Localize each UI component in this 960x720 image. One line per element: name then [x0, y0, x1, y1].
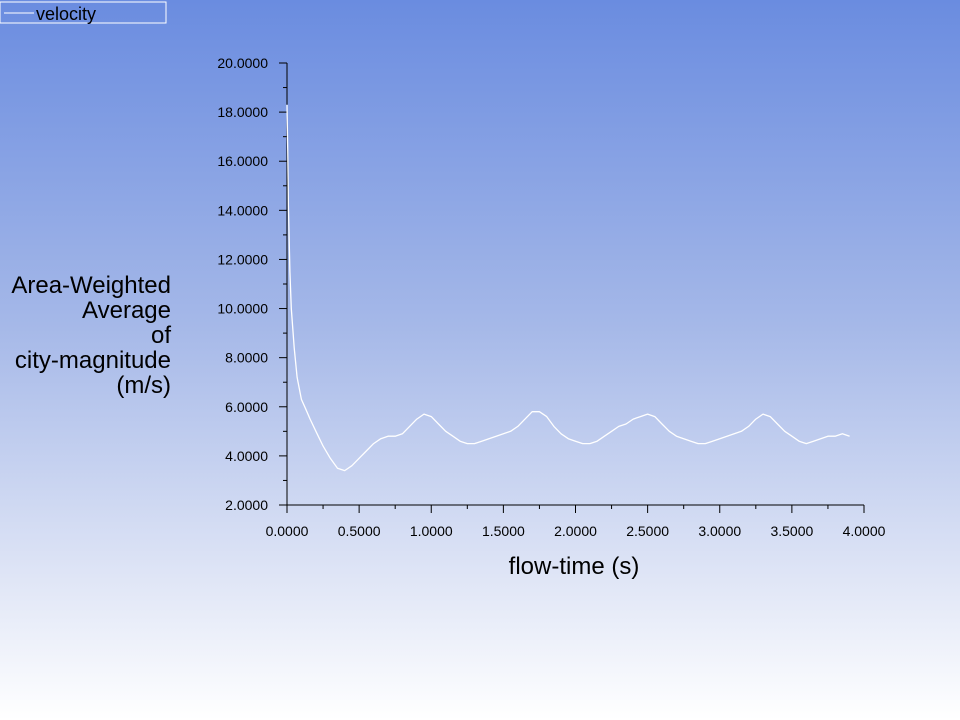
x-tick-label: 4.0000 [843, 523, 886, 539]
x-ticks: 0.0000 0.5000 1.0000 1.5000 2.0000 2.5000 3.00… [266, 505, 886, 539]
legend-box [0, 1, 167, 24]
x-tick-label: 3.0000 [698, 523, 741, 539]
y-ticks: 2.0000 4.0000 6.0000 8.0000 10.0000 12.0000 14… [217, 55, 287, 513]
y-axis-title-line: (m/s) [116, 372, 171, 399]
y-axis-title-line: Area-Weighted [11, 272, 171, 299]
x-tick-label: 0.5000 [338, 523, 381, 539]
x-tick-label: 2.0000 [554, 523, 597, 539]
legend-label: velocity [36, 4, 96, 24]
y-axis-title-line: city-magnitude [15, 347, 171, 374]
y-tick-label: 18.0000 [217, 104, 268, 120]
x-tick-label: 1.5000 [482, 523, 525, 539]
y-axis-title: Area-Weighted Average of city-magnitude … [11, 272, 171, 399]
y-tick-label: 8.0000 [225, 350, 268, 366]
y-tick-label: 12.0000 [217, 251, 268, 267]
series-layer [286, 104, 850, 472]
y-tick-label: 6.0000 [225, 399, 268, 415]
x-tick-label: 0.0000 [266, 523, 309, 539]
y-tick-label: 10.0000 [217, 301, 268, 317]
legend: velocity [0, 1, 167, 24]
x-tick-label: 1.0000 [410, 523, 453, 539]
y-tick-label: 20.0000 [217, 55, 268, 71]
y-tick-label: 14.0000 [217, 202, 268, 218]
series-line-velocity [286, 104, 850, 472]
x-tick-label: 3.5000 [770, 523, 813, 539]
y-tick-label: 16.0000 [217, 153, 268, 169]
y-tick-label: 4.0000 [225, 448, 268, 464]
y-axis-title-line: Average [82, 297, 171, 324]
y-tick-label: 2.0000 [225, 497, 268, 513]
y-axis-title-line: of [151, 322, 171, 349]
x-tick-label: 2.5000 [626, 523, 669, 539]
x-axis-title: flow-time (s) [509, 553, 640, 580]
